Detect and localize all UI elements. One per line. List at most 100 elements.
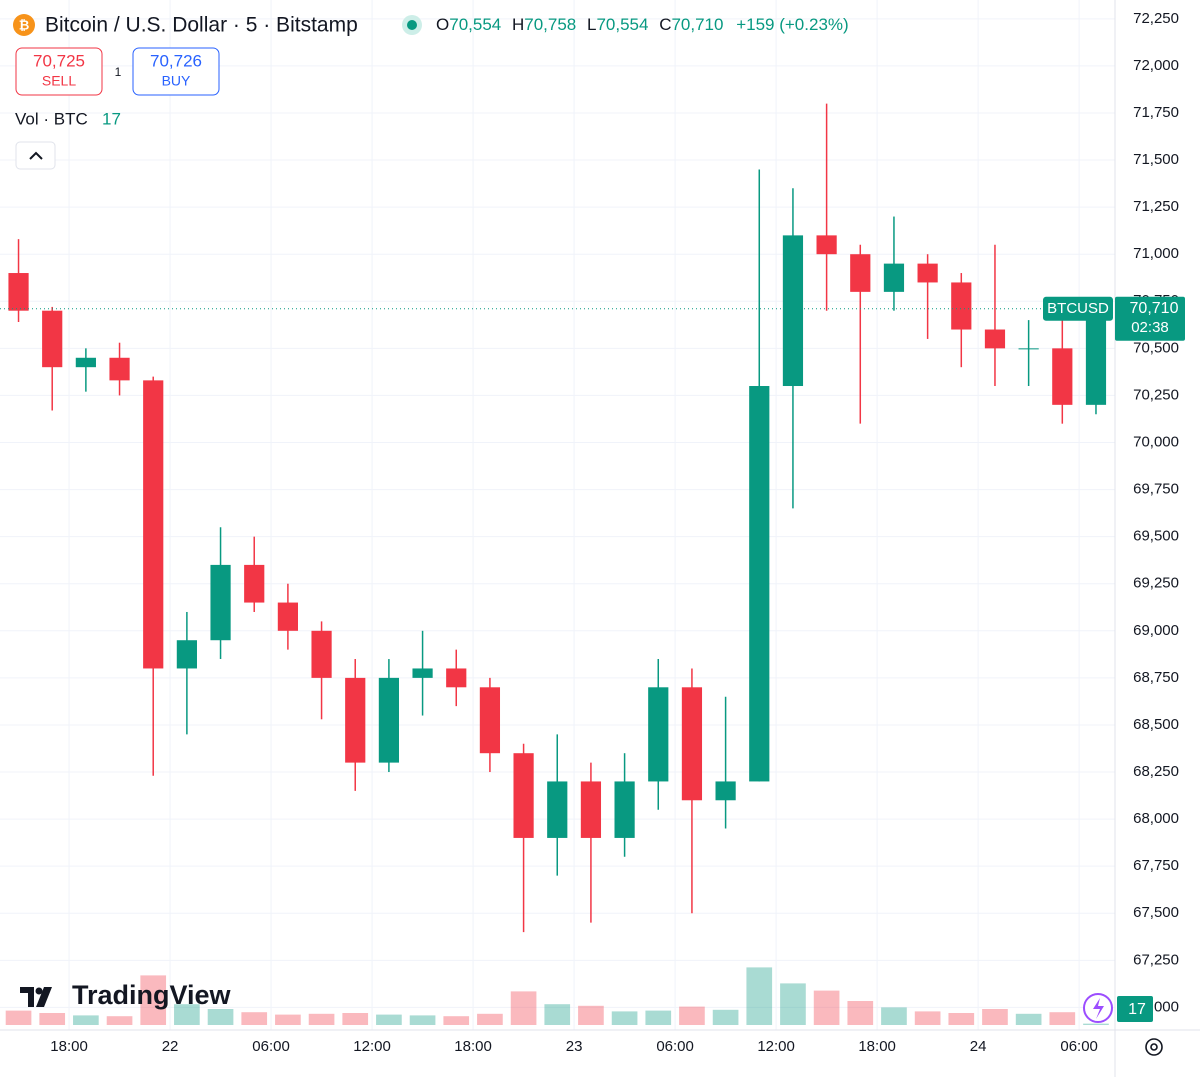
- collapse-button[interactable]: [15, 141, 56, 170]
- y-tick-label: 68,000: [1133, 810, 1179, 827]
- volume-bar: [1015, 1013, 1042, 1025]
- volume-bar: [510, 991, 537, 1025]
- x-tick-label: 24: [970, 1038, 987, 1055]
- y-tick-label: 71,750: [1133, 104, 1179, 121]
- candle-body: [1085, 308, 1107, 405]
- candle-body: [143, 380, 164, 669]
- candle-body: [883, 263, 905, 292]
- candle-body: [244, 564, 265, 603]
- candle-body: [378, 677, 400, 763]
- volume-bar: [780, 983, 806, 1025]
- x-tick-label: 12:00: [353, 1038, 391, 1055]
- volume-bar: [5, 1010, 32, 1025]
- assistant-icon: [1093, 998, 1104, 1019]
- candle-body: [513, 753, 534, 838]
- spread: 1: [115, 65, 122, 79]
- y-tick-label: 69,000: [1133, 622, 1179, 639]
- y-tick-label: 72,250: [1133, 10, 1179, 27]
- chart-title: Bitcoin / U.S. Dollar · 5 · Bitstamp: [45, 14, 358, 37]
- y-tick-label: 67,250: [1133, 951, 1179, 968]
- candle-body: [412, 668, 433, 678]
- x-tick-label: 06:00: [252, 1038, 290, 1055]
- candle-body: [648, 687, 669, 782]
- volume-bar: [342, 1013, 369, 1025]
- volume-bar: [376, 1014, 402, 1025]
- candle-body: [176, 640, 197, 669]
- y-tick-label: 70,500: [1133, 339, 1179, 356]
- volume-bar: [275, 1014, 301, 1025]
- candle-body: [715, 781, 736, 801]
- candle-body: [8, 273, 29, 311]
- volume-title: Vol · BTC: [15, 109, 88, 128]
- buy-price: 70,726: [150, 51, 202, 70]
- symbol-tag-box: [1043, 296, 1113, 321]
- candle-body: [749, 386, 770, 782]
- candle-body: [984, 329, 1006, 349]
- legend-key: C: [659, 15, 671, 34]
- candle-body: [681, 687, 703, 801]
- x-tick-label: 18:00: [50, 1038, 88, 1055]
- settings-button[interactable]: [1145, 1038, 1163, 1056]
- volume-bar: [611, 1011, 638, 1025]
- x-tick-label: 12:00: [757, 1038, 795, 1055]
- candle-body: [951, 282, 972, 330]
- sell-label: SELL: [42, 73, 76, 89]
- candle-body: [446, 668, 467, 688]
- legend-value: 70,554: [596, 15, 648, 34]
- legend-value: 70,758: [524, 15, 576, 34]
- volume-bar: [645, 1010, 672, 1025]
- x-tick-label: 22: [162, 1038, 179, 1055]
- volume-bar: [174, 1004, 200, 1025]
- y-tick-label: 67,750: [1133, 857, 1179, 874]
- y-tick-label: 70,000: [1133, 433, 1179, 450]
- x-tick-label: 06:00: [656, 1038, 694, 1055]
- volume-bar: [544, 1004, 571, 1025]
- y-tick-label: 69,750: [1133, 481, 1179, 498]
- candle-body: [109, 357, 130, 381]
- volume-bar: [106, 1016, 133, 1025]
- candle-body: [42, 310, 63, 368]
- settings-icon: [1150, 1043, 1158, 1051]
- candle-body: [75, 357, 96, 368]
- y-tick-label: 71,000: [1133, 245, 1179, 262]
- y-tick-label: 69,250: [1133, 575, 1179, 592]
- y-tick-label: 71,250: [1133, 198, 1179, 215]
- x-tick-label: 18:00: [454, 1038, 492, 1055]
- volume-bar: [477, 1013, 503, 1025]
- candle-body: [311, 630, 332, 678]
- buy-label: BUY: [162, 73, 191, 89]
- symbol-tag: BTCUSD: [1047, 300, 1109, 317]
- volume-bar: [578, 1005, 604, 1025]
- volume-bar: [140, 975, 167, 1025]
- candle-body: [614, 781, 635, 838]
- volume-bar: [712, 1009, 739, 1025]
- y-tick-label: 72,000: [1133, 57, 1179, 74]
- candle-body: [1018, 348, 1039, 350]
- legend-change: +159 (+0.23%): [736, 15, 848, 34]
- x-tick-label: 18:00: [858, 1038, 896, 1055]
- countdown: 02:38: [1131, 319, 1169, 336]
- volume-bar: [39, 1013, 66, 1025]
- volume-bar: [1049, 1012, 1076, 1025]
- volume-bar: [207, 1009, 234, 1025]
- candle-body: [345, 677, 366, 763]
- last-price-box: [1115, 296, 1185, 341]
- coin-icon: [13, 14, 35, 36]
- ohlc-legend: O70,554 H70,758 L70,554 C70,710 +159 (+0…: [436, 15, 849, 34]
- y-tick-label: 68,500: [1133, 716, 1179, 733]
- legend-key: O: [436, 15, 449, 34]
- x-tick-label: 06:00: [1060, 1038, 1098, 1055]
- brand-name: TradingView: [72, 980, 232, 1010]
- legend-value: 70,710: [671, 15, 723, 34]
- volume-bar: [308, 1013, 335, 1025]
- sell-button[interactable]: [15, 47, 103, 96]
- buy-button[interactable]: [132, 47, 220, 96]
- volume-bar: [443, 1016, 470, 1025]
- y-tick-label: 71,500: [1133, 151, 1179, 168]
- brand-logo: [20, 987, 52, 1007]
- brand-logo-dot: [35, 987, 43, 995]
- candle-body: [277, 602, 298, 631]
- volume-bar: [847, 1001, 874, 1025]
